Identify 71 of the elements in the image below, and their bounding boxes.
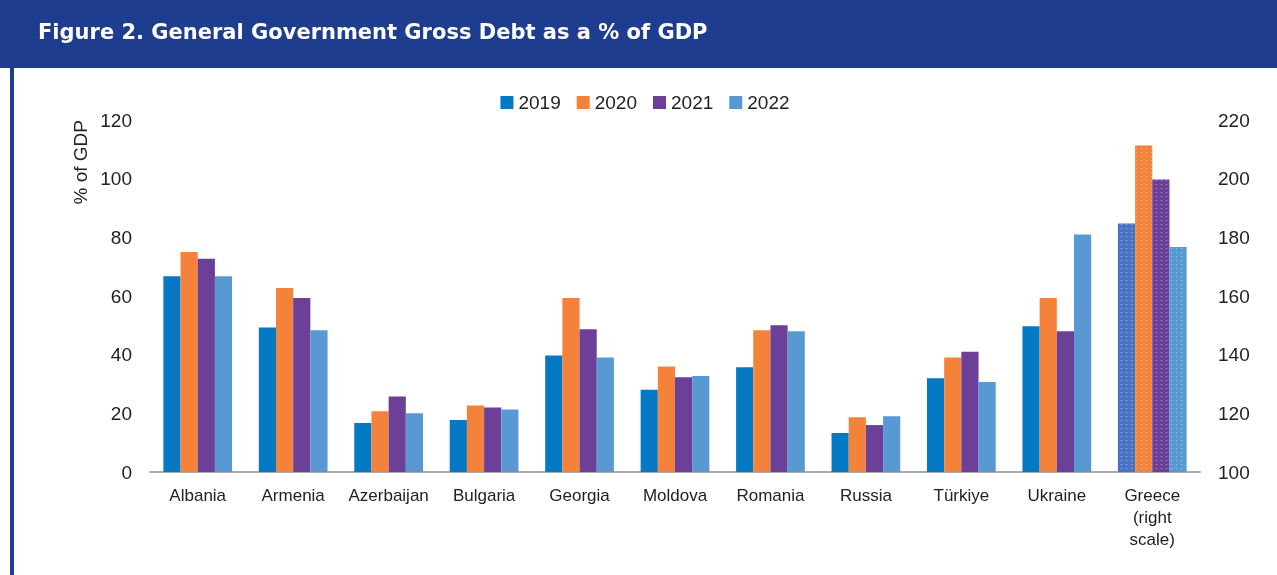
bar bbox=[163, 276, 181, 472]
bar bbox=[501, 409, 519, 472]
bar bbox=[1056, 331, 1074, 472]
x-tick-label: Albania bbox=[169, 485, 227, 505]
bar bbox=[770, 325, 788, 472]
bar bbox=[579, 329, 597, 472]
y-tick-label: 120 bbox=[100, 109, 132, 131]
bar bbox=[692, 376, 710, 472]
y2-tick-label: 100 bbox=[1218, 461, 1250, 483]
bar bbox=[596, 357, 614, 472]
x-tick-label: Ukraine bbox=[1027, 485, 1087, 505]
bar bbox=[961, 351, 979, 472]
bar bbox=[388, 396, 406, 472]
bar bbox=[466, 405, 485, 472]
bar bbox=[258, 327, 276, 472]
bar bbox=[545, 355, 563, 472]
bar bbox=[736, 367, 754, 472]
x-tick-label: Georgia bbox=[549, 485, 611, 505]
y2-tick-label: 140 bbox=[1218, 344, 1250, 366]
y-tick-label: 60 bbox=[110, 285, 132, 307]
legend-label: 2020 bbox=[594, 92, 638, 113]
bar bbox=[1022, 326, 1040, 472]
legend-label: 2022 bbox=[747, 92, 790, 113]
y-axis-title: % of GDP bbox=[70, 120, 91, 205]
chart-title: Figure 2. General Government Gross Debt as a % of GDP bbox=[38, 20, 708, 44]
bar bbox=[640, 389, 658, 472]
bar bbox=[197, 258, 215, 472]
bar bbox=[405, 413, 423, 472]
y-tick-label: 80 bbox=[110, 226, 132, 248]
bar bbox=[214, 276, 233, 472]
bar bbox=[787, 331, 805, 472]
x-tick-label: Greece (right scale) bbox=[1124, 485, 1181, 549]
bar bbox=[310, 330, 328, 472]
y2-tick-label: 180 bbox=[1218, 226, 1250, 248]
bar bbox=[354, 423, 372, 472]
bar bbox=[978, 381, 996, 472]
y-tick-label: 100 bbox=[100, 168, 132, 190]
y2-tick-label: 200 bbox=[1218, 168, 1250, 190]
bar bbox=[865, 425, 884, 472]
y-tick-label: 0 bbox=[121, 461, 132, 483]
y2-tick-label: 220 bbox=[1218, 109, 1250, 131]
y-tick-label: 20 bbox=[110, 402, 132, 424]
bar bbox=[293, 298, 311, 472]
bar bbox=[449, 420, 467, 472]
bar bbox=[883, 416, 901, 472]
bar bbox=[276, 288, 294, 472]
x-tick-label: Armenia bbox=[261, 485, 326, 505]
bar bbox=[753, 330, 771, 472]
bar bbox=[831, 432, 849, 472]
bar bbox=[371, 411, 389, 472]
y2-tick-label: 160 bbox=[1218, 285, 1250, 307]
bar bbox=[562, 298, 580, 472]
x-tick-label: Türkiye bbox=[933, 485, 990, 505]
x-tick-label: Russia bbox=[839, 485, 893, 505]
bar bbox=[1039, 298, 1057, 472]
y-tick-label: 40 bbox=[110, 344, 132, 366]
x-tick-label: Moldova bbox=[642, 485, 708, 505]
x-tick-label: Romania bbox=[736, 485, 806, 505]
bar bbox=[927, 378, 945, 472]
legend-label: 2019 bbox=[518, 92, 561, 113]
legend-label: 2021 bbox=[671, 92, 714, 113]
bar bbox=[180, 252, 198, 472]
bar bbox=[484, 407, 502, 472]
bar bbox=[675, 377, 693, 472]
bar bbox=[1074, 234, 1092, 472]
bar bbox=[944, 357, 962, 472]
x-tick-label: Bulgaria bbox=[452, 485, 516, 505]
bar bbox=[848, 417, 866, 472]
bar bbox=[657, 366, 675, 472]
y2-tick-label: 120 bbox=[1218, 402, 1250, 424]
x-tick-label: Azerbaijan bbox=[348, 485, 429, 505]
